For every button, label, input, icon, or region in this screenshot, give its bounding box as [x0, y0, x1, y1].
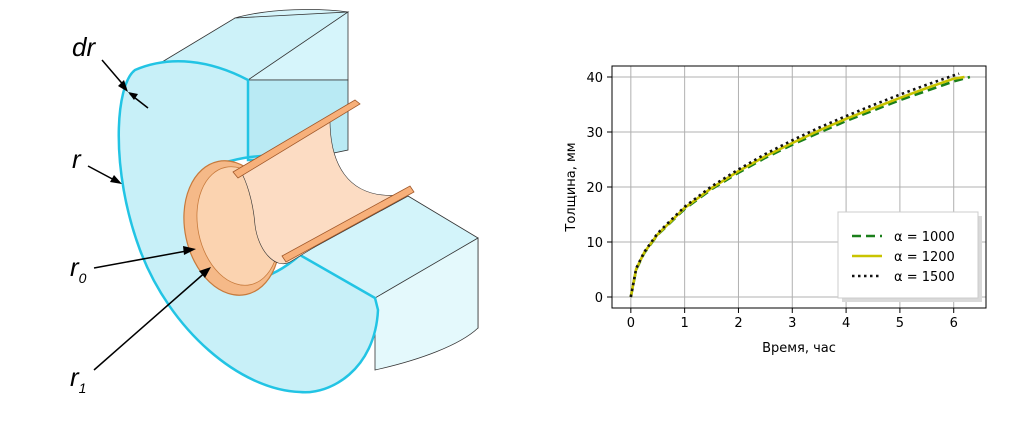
legend-label-2: α = 1200: [894, 250, 955, 265]
inner-bore-surface: [239, 119, 401, 264]
x-tick-label: 2: [734, 316, 742, 331]
legend-label-1: α = 1000: [894, 230, 955, 245]
x-tick-label: 4: [842, 316, 850, 331]
label-r1: r1: [70, 362, 86, 396]
leader-r0: [93, 249, 193, 269]
leader-arrowheads: [110, 80, 211, 278]
leader-r1: [93, 269, 209, 371]
legend-label-3: α = 1500: [894, 270, 955, 285]
arrowhead-dr-1: [118, 80, 128, 92]
y-tick-label: 0: [595, 291, 603, 306]
y-tick-label: 20: [586, 181, 603, 196]
x-tick-label: 3: [788, 316, 796, 331]
series-line-2: [629, 75, 965, 298]
arrowhead-r1: [199, 267, 211, 278]
arrowhead-r0: [183, 246, 196, 255]
x-tick-label: 1: [681, 316, 689, 331]
y-tick-label: 10: [586, 236, 603, 251]
grid: [612, 66, 986, 308]
label-r1-sub: 1: [79, 380, 87, 396]
label-dr: dr: [72, 32, 96, 62]
legend-items: α = 1000 α = 1200 α = 1500: [852, 230, 955, 285]
y-axis-title: Толщина, мм: [564, 142, 579, 232]
x-tick-label: 6: [950, 316, 958, 331]
upper-strip: [232, 99, 361, 179]
y-tick-label: 30: [586, 126, 603, 141]
arrowhead-r: [110, 175, 122, 184]
lower-block-front-face: [374, 237, 479, 371]
label-r1-main: r: [70, 362, 80, 392]
label-r: r: [72, 144, 82, 174]
series-line-3: [629, 72, 960, 298]
lower-strip: [281, 185, 415, 263]
series-layer: [629, 72, 971, 298]
y-tick-label: 40: [586, 71, 603, 86]
x-axis-title: Время, час: [762, 341, 836, 356]
arrowhead-dr-2: [128, 92, 138, 100]
x-tick-label: 5: [896, 316, 904, 331]
x-tick-label: 0: [627, 316, 635, 331]
label-r0-sub: 0: [79, 270, 87, 286]
label-r0: r0: [70, 252, 87, 286]
cylinder-diagram: dr r r0 r1: [70, 9, 479, 396]
legend: α = 1000 α = 1200 α = 1500: [837, 211, 982, 302]
label-r0-main: r: [70, 252, 80, 282]
ticks: 0 1 2 3 4 5 6 0 10 20 30 40: [586, 71, 957, 331]
